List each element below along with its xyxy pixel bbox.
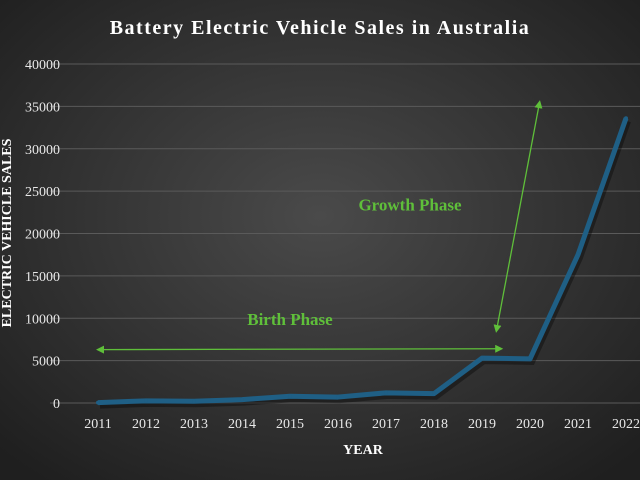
x-tick-label: 2014 [228, 417, 256, 432]
annotation-arrow [493, 100, 543, 333]
y-tick-label: 15000 [25, 270, 60, 285]
data-point [480, 356, 484, 361]
y-tick-label: 35000 [25, 100, 60, 115]
y-tick-labels: 0 5000 10000 15000 20000 25000 30000 35000 40000 [25, 58, 60, 412]
x-tick-label: 2019 [468, 417, 496, 432]
chart-title: Battery Electric Vehicle Sales in Austra… [110, 17, 531, 39]
data-point [192, 399, 196, 404]
y-tick-label: 20000 [25, 228, 60, 243]
x-tick-label: 2020 [516, 417, 544, 432]
series-line [97, 117, 629, 406]
y-tick-label: 25000 [25, 185, 60, 200]
data-point [144, 398, 148, 403]
x-tick-labels: 2011 2012 2013 2014 2015 2016 2017 2018 2019 2020… [84, 417, 640, 432]
y-axis-label: ELECTRIC VEHICLE SALES [0, 138, 15, 327]
x-tick-label: 2013 [180, 417, 208, 432]
gridlines [50, 63, 640, 404]
x-tick-label: 2012 [132, 417, 160, 432]
x-axis-label: YEAR [343, 443, 384, 458]
series [96, 116, 631, 409]
data-point [288, 394, 292, 399]
x-tick-label: 2016 [324, 417, 352, 432]
y-tick-label: 0 [53, 397, 60, 412]
annotation-label: Birth Phase [247, 310, 333, 329]
data-point [432, 391, 436, 396]
x-tick-label: 2017 [372, 417, 400, 432]
x-tick-label: 2011 [84, 417, 111, 432]
data-point [240, 397, 244, 402]
annotations: Birth Phase Growth Phase [96, 100, 543, 354]
x-tick-label: 2021 [564, 417, 592, 432]
annotation-arrow [96, 344, 504, 354]
data-point [384, 390, 388, 395]
y-tick-label: 10000 [25, 312, 60, 327]
y-tick-label: 30000 [25, 143, 60, 158]
x-tick-label: 2022 [612, 417, 640, 432]
x-tick-label: 2018 [420, 417, 448, 432]
annotation-label: Growth Phase [358, 196, 462, 215]
data-point [96, 400, 100, 405]
series-line-shadow [99, 120, 631, 409]
data-point [336, 395, 340, 400]
x-tick-label: 2015 [276, 417, 304, 432]
y-tick-label: 5000 [32, 355, 60, 370]
data-point [624, 116, 628, 121]
data-point [576, 252, 580, 257]
y-tick-label: 40000 [25, 58, 60, 73]
data-point [528, 356, 532, 361]
